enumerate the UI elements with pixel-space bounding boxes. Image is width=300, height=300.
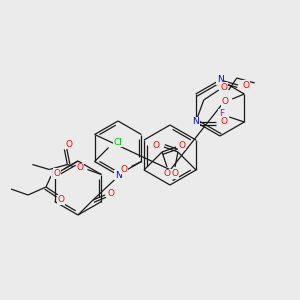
Text: N: N: [115, 170, 122, 179]
Text: N: N: [51, 170, 58, 179]
Text: Cl: Cl: [113, 138, 122, 147]
Text: O: O: [121, 165, 128, 174]
Text: O: O: [220, 82, 227, 91]
Text: O: O: [77, 163, 84, 172]
Text: F: F: [219, 110, 224, 118]
Text: O: O: [242, 80, 250, 89]
Text: O: O: [164, 169, 170, 178]
Text: O: O: [53, 169, 61, 178]
Text: O: O: [107, 188, 115, 197]
Text: O: O: [220, 118, 227, 127]
Text: O: O: [222, 98, 229, 106]
Text: O: O: [172, 169, 178, 178]
Text: N: N: [217, 76, 224, 85]
Text: O: O: [152, 140, 160, 149]
Text: O: O: [66, 140, 73, 149]
Text: O: O: [58, 196, 64, 205]
Text: O: O: [178, 140, 185, 149]
Text: N: N: [192, 118, 199, 127]
